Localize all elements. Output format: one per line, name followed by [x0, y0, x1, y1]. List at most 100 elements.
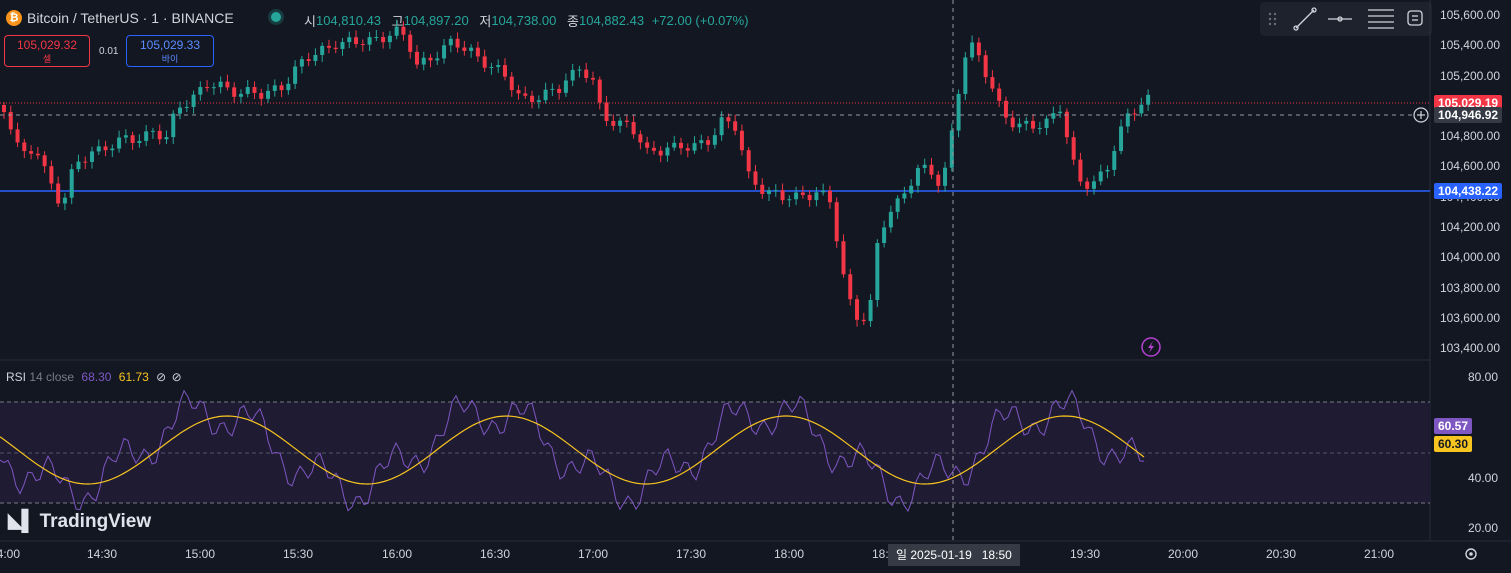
candle-body: [150, 130, 155, 132]
candle-body: [414, 51, 419, 65]
candle-body: [800, 192, 805, 195]
time-axis-label: 15:00: [184, 547, 216, 561]
close-value: 104,882.43: [578, 13, 645, 28]
hide-icon[interactable]: ⊘: [156, 370, 167, 384]
candle-body: [178, 107, 183, 114]
candle-body: [976, 42, 981, 56]
candle-body: [137, 140, 142, 144]
candle-body: [536, 100, 541, 102]
candle-body: [448, 38, 453, 46]
candle-body: [205, 87, 210, 89]
candle-body: [144, 131, 149, 141]
candle-body: [387, 35, 392, 43]
candle-body: [1044, 118, 1049, 129]
candle-body: [1139, 104, 1144, 114]
crosshair-price-tag: 104,946.92: [1434, 107, 1503, 123]
lightning-icon[interactable]: [1141, 337, 1161, 357]
candle-body: [882, 227, 887, 244]
buy-button[interactable]: 105,029.33 바이: [126, 35, 214, 67]
candle-body: [171, 113, 176, 138]
candle-body: [218, 81, 223, 88]
time-axis-label: 16:30: [479, 547, 511, 561]
candle-body: [983, 55, 988, 78]
candle-body: [814, 192, 819, 201]
rsi-legend[interactable]: RSI 14 close 68.30 61.73 ⊘ ⊘: [6, 370, 182, 384]
time-axis-label: 17:30: [675, 547, 707, 561]
candle-body: [807, 194, 812, 201]
add-alert-icon[interactable]: [1413, 107, 1429, 123]
candle-body: [502, 65, 507, 77]
candle-body: [2, 105, 6, 112]
candle-body: [624, 120, 629, 122]
candle-body: [679, 142, 683, 149]
sell-button[interactable]: 105,029.32 셀: [4, 35, 90, 67]
drag-handle-icon[interactable]: [1268, 12, 1277, 26]
symbol-title[interactable]: Bitcoin / TetherUS · 1 · BINANCE: [27, 10, 234, 26]
candle-body: [949, 130, 954, 168]
candle-body: [861, 319, 866, 322]
candle-body: [374, 36, 379, 38]
horizontal-ray-icon[interactable]: [1328, 16, 1352, 22]
time-axis-label: 16:00: [381, 547, 413, 561]
candle-body: [922, 164, 927, 168]
candle-body: [638, 134, 643, 143]
candle-body: [286, 83, 291, 91]
rsi-ma-tag: 60.30: [1434, 436, 1473, 452]
candle-body: [672, 142, 677, 148]
candle-body: [123, 135, 128, 138]
candle-body: [902, 193, 907, 199]
settings-gear-icon[interactable]: [1465, 548, 1477, 560]
candle-body: [848, 274, 853, 300]
candle-body: [597, 79, 602, 103]
rsi-ma-value: 61.73: [118, 370, 149, 384]
candle-body: [266, 90, 271, 99]
candle-body: [868, 299, 873, 322]
candle-body: [739, 130, 744, 151]
rsi-line: [0, 389, 1145, 513]
menu-lines-icon[interactable]: [1368, 9, 1394, 29]
time-axis-label: 20:00: [1167, 547, 1199, 561]
rsi-params: 14 close: [29, 370, 75, 384]
open-label: 시: [304, 14, 316, 29]
candle-body: [76, 161, 81, 170]
candle-body: [760, 184, 765, 195]
candle-body: [42, 155, 47, 167]
candle-body: [1051, 113, 1056, 119]
time-axis-label: 18:00: [773, 547, 805, 561]
time-axis-label: 20:30: [1265, 547, 1297, 561]
candle-body: [956, 93, 961, 131]
symbol-header: ₿ Bitcoin / TetherUS · 1 · BINANCE 시104,…: [0, 0, 1260, 36]
restore-icon[interactable]: [1407, 10, 1423, 26]
candle-body: [83, 161, 88, 163]
candle-body: [563, 80, 568, 93]
candle-body: [1085, 181, 1090, 189]
candle-body: [69, 169, 74, 198]
candle-body: [1071, 137, 1076, 160]
rsi-axis-label: 40.00: [1467, 471, 1498, 485]
close-label: 종: [567, 14, 579, 29]
trend-line-icon[interactable]: [1293, 7, 1317, 31]
time-axis-label: 15:30: [282, 547, 314, 561]
candle-body: [475, 47, 480, 57]
price-axis-label: 104,800.00: [1439, 129, 1500, 143]
spread-value: 0.01: [99, 46, 119, 57]
price-axis-label: 105,600.00: [1439, 8, 1500, 22]
candle-body: [1031, 120, 1036, 129]
candle-body: [746, 150, 751, 172]
time-axis-label: 17:00: [577, 547, 609, 561]
candle-body: [915, 167, 920, 186]
candle-body: [110, 148, 115, 151]
hide-icon[interactable]: ⊘: [171, 370, 182, 384]
candle-body: [347, 37, 352, 43]
candle-body: [557, 88, 562, 93]
candle-body: [272, 85, 277, 91]
price-axis-label: 105,400.00: [1439, 38, 1500, 52]
candle-body: [1098, 171, 1103, 182]
candle-body: [157, 130, 162, 140]
candle-body: [841, 241, 846, 275]
candle-body: [313, 54, 318, 62]
rsi-ma-line: [0, 415, 1145, 485]
candle-body: [367, 37, 372, 45]
candle-body: [360, 44, 365, 46]
